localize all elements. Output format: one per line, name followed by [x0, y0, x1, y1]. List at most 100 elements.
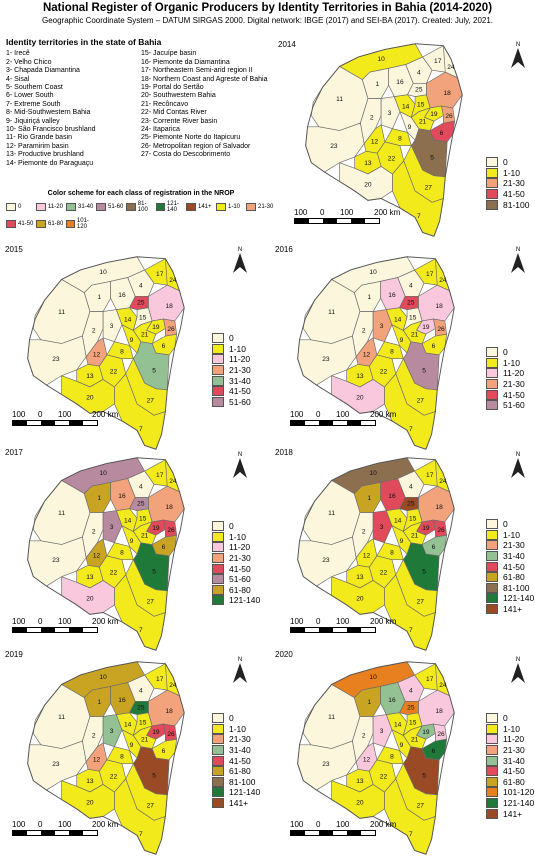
scale-segment: [83, 628, 97, 632]
territory-region-21: [132, 320, 157, 344]
territory-number-label: 9: [130, 337, 134, 344]
territory-number-label: 6: [432, 544, 436, 551]
territory-number-label: 6: [432, 343, 436, 350]
scale-bar: 100 0 100 200 km: [12, 410, 152, 426]
legend-label: 141+: [229, 798, 249, 809]
territory-number-label: 5: [422, 367, 426, 374]
legend-label: 61-80: [503, 572, 525, 583]
legend-swatch: [212, 396, 224, 407]
legend-swatch: [486, 519, 498, 530]
legend-item: 81-100: [486, 199, 529, 210]
territory-number-label: 14: [124, 517, 132, 524]
legend-swatch: [486, 561, 498, 572]
territory-number-label: 25: [137, 299, 145, 306]
legend-label: 1-10: [503, 723, 521, 734]
legend-label: 41-50: [503, 389, 525, 400]
legend-item: 0: [212, 333, 251, 344]
territory-item: 11- Rio Grande basin: [6, 134, 73, 142]
territory-number-label: 9: [408, 124, 412, 131]
north-arrow-shape: [511, 48, 525, 68]
territory-number-label: 13: [86, 778, 94, 785]
territory-number-label: 3: [380, 728, 384, 735]
legend-swatch: [486, 808, 498, 819]
scale-label: 0: [38, 820, 43, 829]
legend-swatch: [212, 333, 224, 344]
territory-region-26: [433, 318, 448, 337]
territory-number-label: 10: [99, 269, 107, 276]
territory-number-label: 13: [86, 574, 94, 581]
figure-subtitle: Geographic Coordinate System – DATUM SIR…: [41, 16, 494, 25]
territory-item: 3- Chapada Diamantina: [6, 67, 80, 75]
territory-number-label: 23: [52, 761, 60, 768]
legend-swatch: [486, 776, 498, 787]
territories-list: Identity territories in the state of Bah…: [6, 38, 276, 168]
legend-label: 21-30: [503, 540, 525, 551]
scale-label: 0: [316, 410, 321, 419]
territory-number-label: 25: [407, 299, 415, 306]
territory-number-label: 16: [388, 697, 396, 704]
territory-number-label: 16: [118, 292, 126, 299]
legend-swatch: [212, 766, 224, 777]
scale-segment: [41, 628, 55, 632]
legend-swatch: [486, 582, 498, 593]
territory-item: 26- Metropolitan region of Salvador: [141, 142, 251, 150]
scale-segment: [291, 628, 305, 632]
territory-number-label: 15: [409, 516, 417, 523]
territory-number-label: 15: [417, 102, 425, 109]
legend-swatch: [212, 755, 224, 766]
legend-label: 121-140: [503, 798, 535, 809]
territory-number-label: 11: [328, 510, 335, 517]
territory-number-label: 23: [52, 557, 60, 564]
north-arrow-icon: N: [511, 247, 525, 273]
legend-item: 121-140: [486, 798, 534, 809]
legend-2019: 0 1-10 21-30 31-40 41-50 61-80 81-100 121-140 14…: [212, 713, 260, 809]
territory-number-label: 2: [362, 529, 366, 536]
legend-item: 1-10: [212, 343, 251, 355]
territory-item: 2- Velho Chico: [6, 58, 52, 66]
territory-region-22: [368, 555, 397, 589]
territory-number-label: 1: [376, 81, 380, 88]
legend-swatch: [212, 354, 224, 365]
legend-item: 81-100: [486, 582, 534, 594]
panel-year-label: 2016: [275, 245, 293, 254]
legend-label: 51-60: [503, 400, 525, 411]
territory-number-label: 17: [426, 472, 434, 479]
territory-number-label: 26: [437, 731, 445, 738]
legend-swatch: [212, 343, 224, 354]
territory-number-label: 11: [58, 714, 65, 721]
color-scheme-grid: 0 11-20 31-40 51-60 81-100 121-140 141+ 1-10 21-…: [6, 201, 281, 230]
territory-item: 23- Corrente River basin: [141, 117, 218, 125]
territory-number-label: 6: [162, 544, 166, 551]
legend-item: 0: [486, 157, 529, 168]
legend-item: 1-10: [486, 529, 534, 541]
territory-number-label: 22: [380, 569, 388, 576]
territory-number-label: 3: [388, 110, 392, 117]
legend-swatch: [212, 386, 224, 397]
scale-segment: [305, 421, 319, 425]
scale-segment: [305, 831, 319, 835]
scale-label: 100: [294, 208, 308, 217]
scheme-swatch: [36, 220, 46, 228]
legend-swatch: [486, 167, 498, 178]
territory-number-label: 27: [147, 803, 155, 810]
territory-number-label: 8: [390, 753, 394, 760]
legend-item: 0: [212, 713, 260, 724]
legend-label: 141+: [503, 604, 523, 615]
north-arrow-shape: [233, 458, 247, 478]
legend-swatch: [212, 542, 224, 553]
territory-number-label: 18: [443, 90, 451, 97]
legend-item: 1-10: [486, 167, 529, 179]
scheme-swatch: [216, 203, 226, 211]
legend-swatch: [486, 572, 498, 583]
territory-number-label: 19: [152, 729, 160, 736]
panel-year-label: 2014: [278, 40, 296, 49]
legend-item: 141+: [486, 604, 534, 615]
legend-label: 21-30: [229, 365, 251, 376]
panel-year-label: 2015: [5, 245, 23, 254]
territory-number-label: 15: [409, 315, 417, 322]
legend-swatch: [212, 553, 224, 564]
territory-item: 8- Mid-Southwestern Bahia: [6, 109, 91, 117]
legend-item: 61-80: [212, 584, 260, 596]
territory-number-label: 1: [98, 699, 102, 706]
